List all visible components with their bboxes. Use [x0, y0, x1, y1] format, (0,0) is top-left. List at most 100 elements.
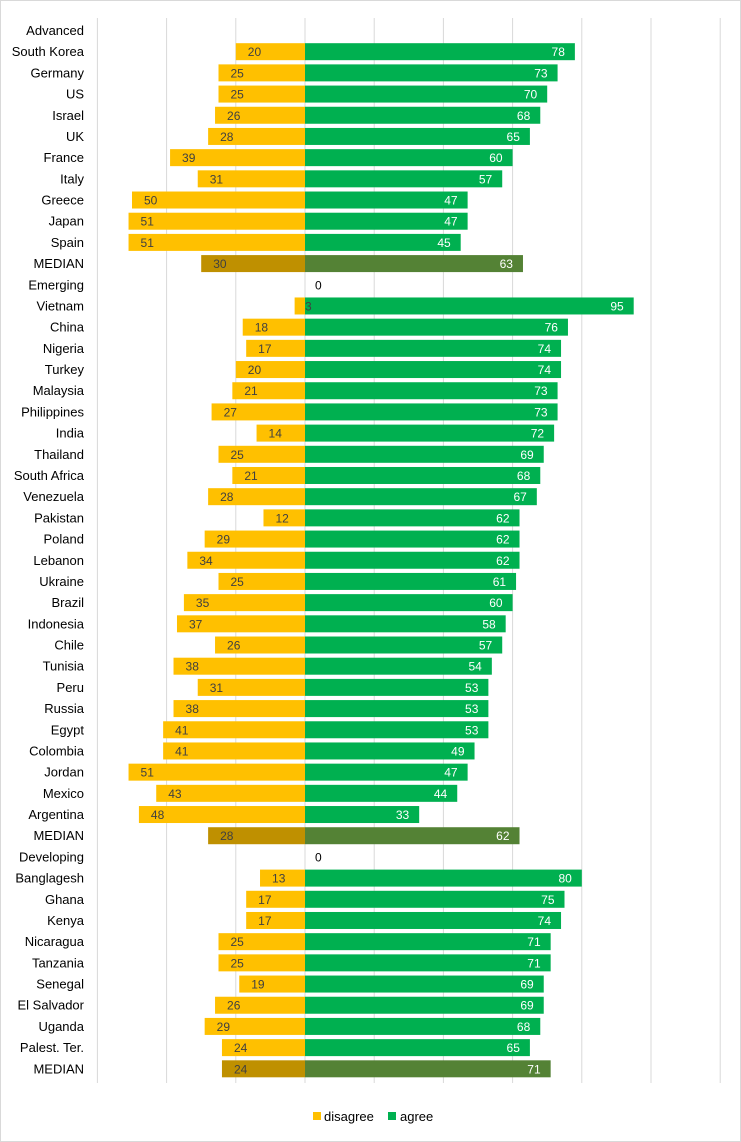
bar-agree — [305, 361, 562, 379]
data-label-agree: 61 — [493, 575, 507, 589]
data-label-disagree: 38 — [186, 702, 200, 716]
bar-agree — [305, 700, 489, 718]
bar-disagree — [163, 721, 305, 739]
data-label-agree: 60 — [489, 151, 503, 165]
bar-agree — [305, 530, 520, 548]
bar-disagree — [256, 424, 305, 442]
data-label-agree: 53 — [465, 681, 479, 695]
data-label-agree: 47 — [444, 215, 458, 229]
bar-agree — [305, 657, 492, 675]
data-label-disagree: 25 — [231, 66, 245, 80]
bar-disagree — [187, 551, 305, 569]
category-label: Philippines — [21, 404, 84, 419]
data-label-agree: 74 — [538, 363, 552, 377]
category-label: Nicaragua — [25, 934, 85, 949]
category-label: Lebanon — [33, 553, 84, 568]
bar-disagree — [232, 382, 305, 400]
category-label: MEDIAN — [33, 256, 84, 271]
bar-agree — [305, 615, 506, 633]
data-label-agree: 53 — [465, 702, 479, 716]
bar-disagree — [232, 466, 305, 484]
bar-disagree — [197, 678, 305, 696]
category-label: Russia — [44, 701, 85, 716]
data-label-disagree: 27 — [224, 405, 238, 419]
bar-disagree — [246, 339, 305, 357]
bar-disagree — [235, 361, 305, 379]
data-label-disagree: 35 — [196, 596, 210, 610]
bar-agree — [305, 678, 489, 696]
bar-disagree — [176, 615, 305, 633]
data-label-disagree: 17 — [258, 342, 272, 356]
bar-disagree — [218, 85, 305, 103]
data-label-agree: 71 — [527, 935, 541, 949]
category-label: Mexico — [43, 786, 84, 801]
bar-agree — [305, 191, 468, 209]
bar-disagree — [218, 572, 305, 590]
data-label-agree: 75 — [541, 893, 555, 907]
data-label-disagree: 26 — [227, 109, 241, 123]
category-label: Developing — [19, 849, 84, 864]
data-label-disagree: 51 — [141, 766, 155, 780]
data-label-agree: 53 — [465, 723, 479, 737]
bar-agree — [305, 1060, 551, 1078]
bar-disagree — [246, 890, 305, 908]
category-label: Germany — [31, 65, 85, 80]
bar-agree — [305, 170, 503, 188]
data-label-agree: 69 — [520, 448, 534, 462]
category-label: Tunisia — [43, 659, 85, 674]
category-label: Japan — [49, 214, 84, 229]
data-label-disagree: 25 — [231, 448, 245, 462]
bar-agree — [305, 509, 520, 527]
data-label-disagree: 50 — [144, 194, 158, 208]
category-label: Kenya — [47, 913, 85, 928]
data-label-agree: 76 — [545, 321, 559, 335]
bar-disagree — [221, 1039, 305, 1057]
data-label-disagree: 37 — [189, 617, 203, 631]
bar-disagree — [163, 742, 305, 760]
data-label-disagree: 41 — [175, 723, 189, 737]
category-label: Peru — [57, 680, 84, 695]
data-label-disagree: 28 — [220, 829, 234, 843]
data-label-agree: 49 — [451, 744, 465, 758]
data-label-agree: 95 — [610, 299, 624, 313]
bar-disagree — [208, 127, 305, 145]
category-label: India — [56, 426, 85, 441]
bar-disagree — [215, 106, 305, 124]
bar-agree — [305, 954, 551, 972]
bar-agree — [305, 43, 575, 61]
category-label: Thailand — [34, 447, 84, 462]
bar-disagree — [128, 212, 305, 230]
category-label: France — [44, 150, 84, 165]
zero-value-label: 0 — [315, 850, 322, 864]
data-label-agree: 74 — [538, 342, 552, 356]
data-label-disagree: 25 — [231, 935, 245, 949]
legend: disagree agree — [313, 1109, 433, 1124]
data-label-agree: 62 — [496, 554, 510, 568]
data-label-disagree: 17 — [258, 914, 272, 928]
legend-label-disagree: disagree — [324, 1109, 374, 1124]
bar-disagree — [128, 763, 305, 781]
data-label-agree: 58 — [482, 617, 496, 631]
data-label-agree: 69 — [520, 999, 534, 1013]
bar-disagree — [173, 657, 305, 675]
bar-disagree — [138, 806, 305, 824]
category-label: Senegal — [36, 977, 84, 992]
bar-agree — [305, 933, 551, 951]
data-label-agree: 73 — [534, 384, 548, 398]
data-label-agree: 74 — [538, 914, 552, 928]
bar-disagree — [218, 64, 305, 82]
bar-disagree — [235, 43, 305, 61]
data-label-agree: 71 — [527, 1062, 541, 1076]
category-label: Poland — [44, 532, 84, 547]
category-label: Egypt — [51, 722, 85, 737]
category-label: Jordan — [44, 765, 84, 780]
bar-agree — [305, 827, 520, 845]
bar-agree — [305, 721, 489, 739]
category-label: South Korea — [12, 44, 85, 59]
category-label: South Africa — [14, 468, 85, 483]
bar-agree — [305, 85, 548, 103]
data-label-disagree: 21 — [244, 469, 258, 483]
data-label-disagree: 31 — [210, 681, 224, 695]
category-label: Indonesia — [28, 616, 85, 631]
data-label-disagree: 26 — [227, 999, 241, 1013]
